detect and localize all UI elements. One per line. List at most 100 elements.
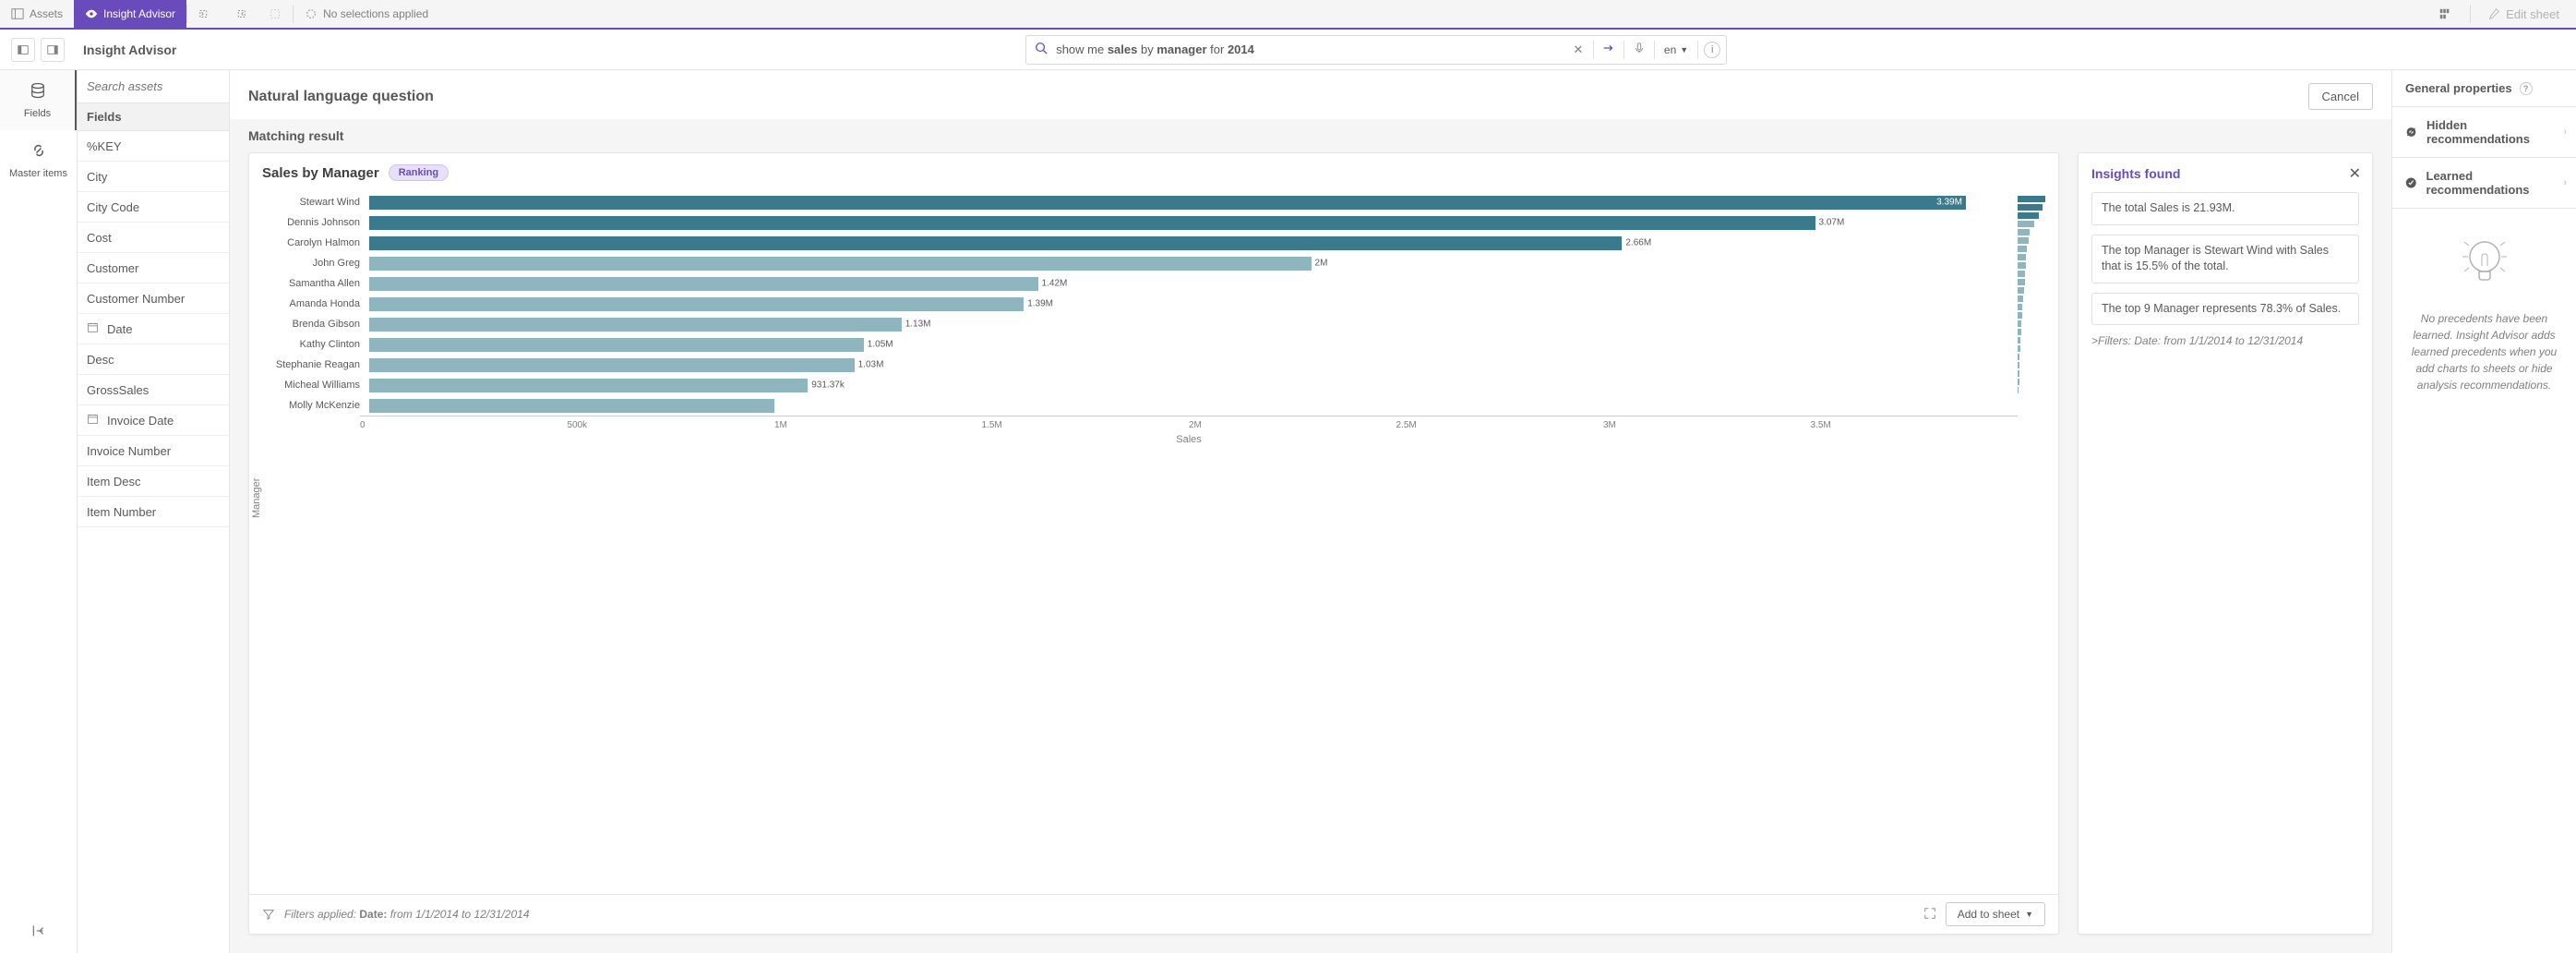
bar-row[interactable]: Molly McKenzie [271, 395, 2018, 416]
search-wrap: show me sales by manager for 2014 ✕ en ▼… [187, 35, 2565, 65]
bar-row[interactable]: Stephanie Reagan1.03M [271, 355, 2018, 375]
insight-advisor-label: Insight Advisor [103, 7, 175, 20]
bar-value: 1.13M [905, 320, 931, 330]
mini-map[interactable] [2018, 192, 2045, 888]
right-panel-header: General properties ? [2392, 70, 2576, 107]
nav-master-items[interactable]: Master items [0, 130, 77, 190]
bar-row[interactable]: Carolyn Halmon2.66M [271, 233, 2018, 253]
cancel-button[interactable]: Cancel [2308, 83, 2373, 110]
field-label: Desc [87, 353, 114, 367]
bar-row[interactable]: Amanda Honda1.39M [271, 294, 2018, 314]
mini-bar [2018, 329, 2021, 335]
bar-row[interactable]: Samantha Allen 1.42M [271, 273, 2018, 294]
field-label: Customer [87, 261, 138, 275]
filter-applied-text: Filters applied: Date: from 1/1/2014 to … [284, 908, 530, 921]
selection-forward-button[interactable] [222, 0, 258, 29]
field-item[interactable]: Invoice Date [78, 405, 229, 436]
hidden-recommendations-item[interactable]: Hidden recommendations › [2392, 107, 2576, 158]
nav-master-items-label: Master items [9, 168, 67, 179]
chart-card-footer: Filters applied: Date: from 1/1/2014 to … [249, 894, 2058, 934]
panel-right-icon [46, 43, 59, 56]
bar-label: Brenda Gibson [271, 319, 364, 330]
voice-input-button[interactable] [1630, 42, 1648, 57]
field-item[interactable]: Invoice Number [78, 436, 229, 466]
eye-off-icon [2405, 126, 2417, 139]
mini-bar [2018, 354, 2019, 360]
mini-bar [2018, 229, 2030, 235]
mini-bar [2018, 304, 2022, 310]
mini-bar [2018, 271, 2025, 277]
add-to-sheet-button[interactable]: Add to sheet ▼ [1946, 902, 2045, 926]
search-input[interactable]: show me sales by manager for 2014 [1056, 42, 1564, 56]
insights-card: ✕ Insights found The total Sales is 21.9… [2078, 152, 2373, 935]
field-label: Invoice Date [107, 414, 174, 428]
insight-item: The top 9 Manager represents 78.3% of Sa… [2091, 293, 2359, 326]
bar-row[interactable]: Stewart Wind3.39M [271, 192, 2018, 212]
mini-bar [2018, 337, 2020, 344]
selection-back-icon [198, 7, 211, 20]
search-icon [1032, 42, 1050, 57]
field-item[interactable]: City [78, 162, 229, 192]
bar-label: Kathy Clinton [271, 339, 364, 350]
left-nav: Fields Master items [0, 70, 78, 953]
field-item[interactable]: %KEY [78, 131, 229, 162]
field-item[interactable]: Customer Number [78, 283, 229, 314]
bookmarks-button[interactable] [2427, 0, 2462, 29]
bar-label: Dennis Johnson [271, 217, 364, 228]
bar-value: 3.39M [1936, 198, 1962, 208]
bar-label: Samantha Allen [271, 278, 364, 289]
show-left-panel-button[interactable] [11, 38, 35, 62]
search-assets-field[interactable] [87, 79, 220, 93]
assets-tab[interactable]: Assets [0, 0, 74, 29]
x-axis-label: Sales [360, 434, 2018, 445]
field-item[interactable]: City Code [78, 192, 229, 223]
bar-row[interactable]: Micheal Williams931.37k [271, 375, 2018, 395]
insight-advisor-tab[interactable]: Insight Advisor [74, 0, 186, 29]
bar-row[interactable]: Brenda Gibson 1.13M [271, 314, 2018, 334]
show-right-panel-button[interactable] [41, 38, 65, 62]
fullscreen-button[interactable] [1923, 907, 1936, 923]
chevron-right-icon: › [2563, 127, 2567, 138]
language-selector[interactable]: en ▼ [1660, 43, 1692, 56]
edit-sheet-button[interactable]: Edit sheet [2478, 4, 2569, 25]
eye-icon [85, 7, 98, 20]
field-label: Invoice Number [87, 444, 171, 458]
clear-selections-button[interactable] [258, 0, 293, 29]
bar-row[interactable]: Dennis Johnson3.07M [271, 212, 2018, 233]
selection-forward-icon [234, 7, 246, 20]
field-item[interactable]: Desc [78, 344, 229, 375]
nav-fields[interactable]: Fields [0, 70, 77, 130]
clear-search-button[interactable]: ✕ [1569, 42, 1588, 57]
field-label: City Code [87, 200, 139, 214]
bar-value: 1.03M [858, 360, 884, 370]
mini-bar [2018, 287, 2024, 294]
field-item[interactable]: GrossSales [78, 375, 229, 405]
bar-value: 1.42M [1042, 279, 1068, 289]
mini-bar [2018, 387, 2019, 393]
x-tick: 3.5M [1811, 420, 2019, 430]
field-item[interactable]: Item Number [78, 497, 229, 527]
mini-bar [2018, 262, 2026, 269]
field-item[interactable]: Cost [78, 223, 229, 253]
x-tick: 1.5M [982, 420, 1190, 430]
bars-area[interactable]: Manager Stewart Wind3.39MDennis Johnson3… [262, 192, 2018, 888]
learned-recommendations-item[interactable]: Learned recommendations › [2392, 158, 2576, 209]
close-insights-button[interactable]: ✕ [2349, 164, 2361, 183]
help-button[interactable]: i [1704, 42, 1720, 58]
field-item[interactable]: Date [78, 314, 229, 344]
subheader: Insight Advisor show me sales by manager… [0, 30, 2576, 70]
submit-search-button[interactable] [1600, 42, 1618, 57]
bar-row[interactable]: John Greg2M [271, 253, 2018, 273]
chevron-down-icon: ▼ [2025, 910, 2033, 919]
pencil-icon [2487, 7, 2500, 20]
mini-bar [2018, 204, 2043, 211]
bar-value: 2.66M [1625, 238, 1651, 248]
mini-bar [2018, 246, 2027, 252]
bar-row[interactable]: Kathy Clinton1.05M [271, 334, 2018, 355]
search-assets-input[interactable] [78, 70, 229, 103]
help-icon[interactable]: ? [2520, 82, 2533, 95]
field-item[interactable]: Item Desc [78, 466, 229, 497]
selection-back-button[interactable] [187, 0, 222, 29]
field-item[interactable]: Customer [78, 253, 229, 283]
collapse-nav-button[interactable] [19, 911, 58, 953]
